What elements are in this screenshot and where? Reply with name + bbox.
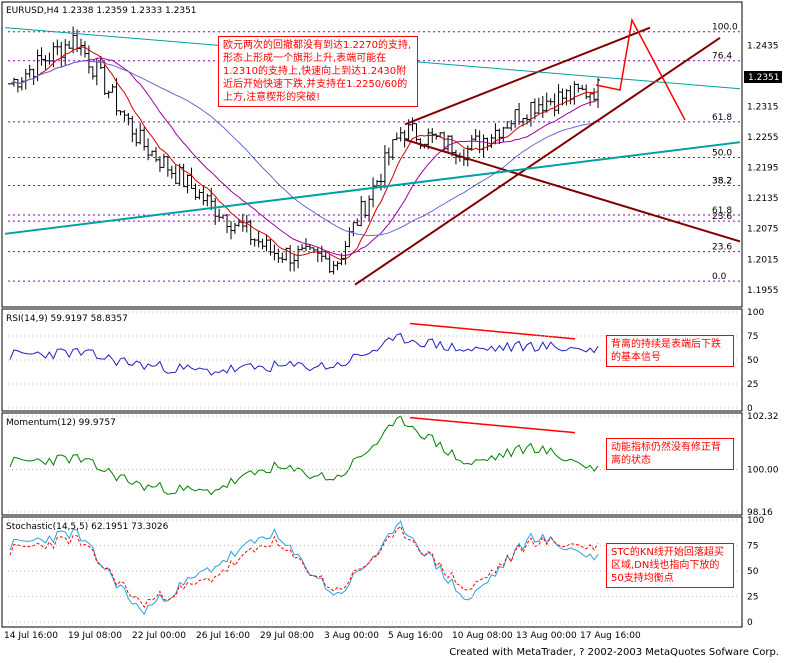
stochastic-series-layer (9, 520, 599, 616)
momentum-axis-tick: 100.00 (747, 466, 779, 476)
momentum-line (9, 415, 599, 496)
time-axis-tick: 3 Aug 00:00 (324, 631, 379, 641)
rsi-axis-tick: 75 (747, 332, 758, 342)
time-axis-tick: 26 Jul 16:00 (196, 631, 250, 641)
moving-average-purple (9, 57, 599, 257)
stochastic-d-line (9, 525, 599, 608)
stochastic-axis-tick: 0 (747, 618, 753, 628)
time-axis-tick: 14 Jul 16:00 (4, 631, 58, 641)
stochastic-axis-tick: 75 (747, 542, 758, 552)
wedge-lower-line (354, 36, 721, 286)
momentum-axis-tick: 98.16 (747, 508, 773, 518)
price-panel-header: EURUSD,H4 1.2338 1.2359 1.2333 1.2351 (6, 6, 197, 16)
fib-label: 61.8 (712, 206, 732, 216)
momentum-axis-tick: 102.32 (747, 412, 779, 422)
price-axis-tick: 1.2075 (747, 225, 779, 235)
rsi-annotation: 背离的持续是表端后下跌的基本信号 (606, 335, 734, 367)
price-axis-tick: 1.2135 (747, 194, 779, 204)
time-axis-tick: 13 Aug 00:00 (516, 631, 577, 641)
rsi-divergence-line (409, 322, 576, 340)
time-axis-tick: 17 Aug 16:00 (580, 631, 641, 641)
wedge-upper-line (404, 26, 651, 126)
fib-label: 38.2 (712, 176, 732, 186)
fib-label: 50.0 (712, 148, 732, 158)
stochastic-axis-tick: 50 (747, 567, 759, 577)
time-axis-tick: 19 Jul 08:00 (68, 631, 122, 641)
moving-average-red (9, 46, 599, 261)
time-axis-tick: 5 Aug 16:00 (388, 631, 443, 641)
fib-label: 23.6 (712, 212, 732, 222)
momentum-panel-header: Momentum(12) 99.9757 (6, 418, 116, 428)
fib-label: 38.2 (712, 176, 732, 186)
moving-average-blue (9, 60, 599, 237)
stochastic-axis-tick: 25 (747, 593, 758, 603)
descending-line (404, 138, 741, 243)
stochastic-axis-tick: 100 (747, 516, 764, 526)
stochastic-annotation: STC的KN线开始回落超买区域,DN线也指向下放的50支持均衡点 (606, 543, 734, 588)
price-series-layer: 100.076.461.850.038.238.261.823.623.60.0 (4, 17, 741, 286)
rsi-axis-tick: 100 (747, 308, 764, 318)
momentum-divergence-line (409, 416, 576, 434)
rsi-axis-tick: 50 (747, 356, 759, 366)
fib-label: 61.8 (712, 113, 732, 123)
main-annotation: 欧元两次的回撤都没有到达1.2270的支持,形态上形成一个旗形上升,表端可能在1… (218, 36, 418, 107)
price-axis-tick: 1.2315 (747, 103, 779, 113)
price-axis-tick: 1.1955 (747, 286, 779, 296)
projection-arrow (595, 17, 686, 121)
time-axis-tick: 10 Aug 08:00 (452, 631, 513, 641)
fib-label: 0.0 (712, 272, 727, 282)
rsi-axis-tick: 0 (747, 404, 753, 414)
rsi-panel-header: RSI(14,9) 59.9197 58.8357 (6, 314, 128, 324)
momentum-series-layer (9, 415, 599, 496)
stochastic-panel-header: Stochastic(14,5,5) 62.1951 73.3026 (6, 522, 169, 532)
momentum-annotation: 动能指标仍然没有修正背离的状态 (606, 438, 734, 470)
price-axis-tick: 1.2015 (747, 255, 779, 265)
current-price-tag (744, 71, 782, 83)
fib-label: 23.6 (712, 243, 732, 253)
time-axis-tick: 29 Jul 08:00 (260, 631, 314, 641)
current-price-label: 1.2351 (748, 73, 780, 83)
stochastic-k-line (9, 520, 599, 616)
price-axis-tick: 1.2255 (747, 133, 779, 143)
price-axis-tick: 1.2435 (747, 41, 779, 51)
rsi-line (9, 332, 599, 376)
rsi-series-layer (9, 322, 599, 376)
teal-trendline (4, 141, 741, 235)
footer-credit: Created with MetaTrader, ? 2002-2003 Met… (449, 647, 779, 658)
price-axis-tick: 1.2195 (747, 164, 779, 174)
fib-label: 76.4 (712, 52, 732, 62)
time-axis-tick: 22 Jul 00:00 (132, 631, 186, 641)
rsi-axis-tick: 25 (747, 380, 758, 390)
fib-label: 100.0 (712, 23, 738, 33)
